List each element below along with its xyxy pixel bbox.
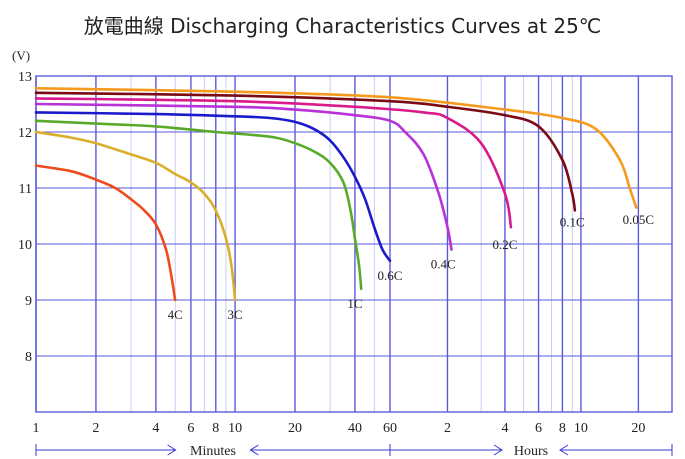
x-tick-label: 8 bbox=[559, 421, 566, 436]
segment-arrowhead bbox=[249, 444, 259, 456]
x-tick-label: 6 bbox=[187, 421, 194, 436]
series-label: 3C bbox=[227, 307, 242, 322]
x-tick-label: 60 bbox=[383, 421, 397, 436]
chart-title: 放電曲線 Discharging Characteristics Curves … bbox=[83, 14, 602, 38]
x-tick-label: 4 bbox=[501, 421, 508, 436]
segment-label: Minutes bbox=[190, 444, 236, 459]
series-line-0_1C bbox=[34, 91, 577, 212]
series-line-3C bbox=[34, 130, 237, 302]
series-line-4C bbox=[34, 164, 177, 302]
y-tick-label: 10 bbox=[18, 238, 32, 253]
series-line-0_4C bbox=[34, 102, 453, 251]
series-label: 0.05C bbox=[623, 212, 654, 227]
series-line-1C bbox=[34, 119, 363, 291]
series-layer bbox=[34, 87, 638, 302]
series-label: 0.1C bbox=[560, 215, 585, 230]
y-tick-label: 11 bbox=[19, 182, 32, 197]
x-tick-label: 10 bbox=[228, 421, 242, 436]
y-tick-label: 9 bbox=[25, 294, 32, 309]
x-tick-label: 1 bbox=[33, 421, 40, 436]
series-label: 0.6C bbox=[378, 268, 403, 283]
series-line-0_6C bbox=[34, 111, 392, 263]
series-label: 0.4C bbox=[431, 257, 456, 272]
series-label: 4C bbox=[168, 307, 183, 322]
series-label: 1C bbox=[347, 296, 362, 311]
segment-arrowhead bbox=[167, 444, 177, 456]
x-tick-label: 4 bbox=[152, 421, 159, 436]
series-line-0_05C bbox=[34, 87, 638, 209]
series-line-0_2C bbox=[34, 97, 513, 229]
segment-label: Hours bbox=[514, 444, 548, 459]
y-tick-label: 13 bbox=[18, 70, 32, 85]
series-label: 0.2C bbox=[492, 237, 517, 252]
segment-arrowhead bbox=[493, 444, 503, 456]
x-tick-label: 6 bbox=[535, 421, 542, 436]
x-tick-label: 2 bbox=[444, 421, 451, 436]
grid-layer bbox=[35, 75, 673, 413]
x-tick-label: 20 bbox=[288, 421, 302, 436]
x-tick-label: 40 bbox=[348, 421, 362, 436]
plot-frame bbox=[35, 75, 673, 413]
x-tick-label: 20 bbox=[631, 421, 645, 436]
x-tick-label: 8 bbox=[212, 421, 219, 436]
x-tick-label: 2 bbox=[92, 421, 99, 436]
y-axis-unit: (V) bbox=[12, 48, 30, 63]
x-tick-label: 10 bbox=[574, 421, 588, 436]
labels-layer: 4C 3C 1C 0.6C 0.4C 0.2C 0.1C 0.05C bbox=[168, 212, 655, 322]
y-tick-label: 8 bbox=[25, 350, 32, 365]
y-tick-label: 12 bbox=[18, 126, 32, 141]
segment-arrowhead bbox=[559, 444, 569, 456]
